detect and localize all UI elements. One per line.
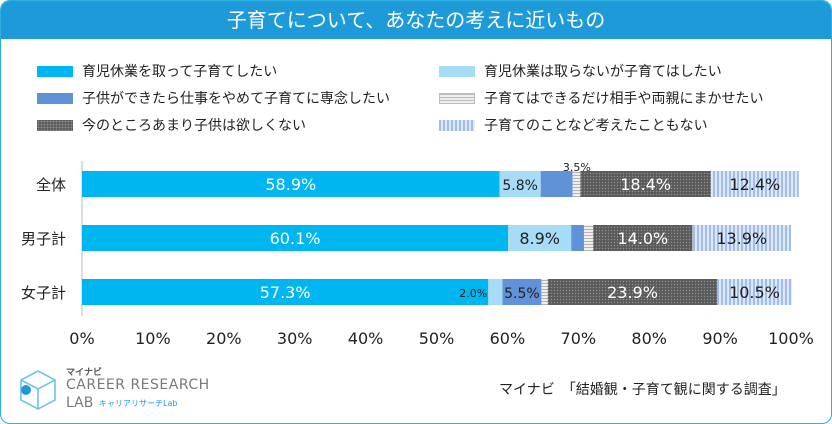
bar-segment bbox=[82, 225, 509, 251]
data-label: 60.1% bbox=[270, 229, 321, 248]
x-tick-label: 50% bbox=[419, 329, 455, 348]
legend-item-no-children: 今のところあまり子供は欲しくない bbox=[37, 115, 306, 135]
cube-logo-icon bbox=[20, 370, 56, 410]
legend-item-childcare-leave: 育児休業を取って子育てしたい bbox=[37, 61, 277, 81]
data-label: 18.4% bbox=[620, 175, 671, 194]
data-label: 8.9% bbox=[519, 229, 560, 248]
x-tick-label: 70% bbox=[561, 329, 597, 348]
brand-line2: LAB bbox=[66, 395, 94, 411]
legend-item-no-leave: 育児休業は取らないが子育てはしたい bbox=[439, 61, 722, 81]
bar-segment bbox=[571, 225, 584, 251]
bar-segment bbox=[717, 279, 792, 305]
data-label: 5.8% bbox=[502, 178, 538, 194]
bar-segment bbox=[499, 171, 541, 197]
bar-segment bbox=[572, 171, 581, 197]
legend-swatch bbox=[37, 92, 73, 104]
bar-segment bbox=[593, 225, 693, 251]
bar-segment bbox=[540, 171, 573, 197]
legend-swatch bbox=[37, 65, 73, 77]
legend-item-never-thought: 子育てのことなど考えたこともない bbox=[439, 115, 708, 135]
legend-swatch bbox=[37, 119, 73, 131]
x-tick-label: 90% bbox=[702, 329, 738, 348]
legend-item-quit-job: 子供ができたら仕事をやめて子育てに専念したい bbox=[37, 88, 390, 108]
bar-segment bbox=[502, 279, 542, 305]
x-tick-label: 30% bbox=[277, 329, 313, 348]
data-label: 3.5% bbox=[563, 161, 591, 174]
x-tick-label: 60% bbox=[490, 329, 526, 348]
data-label: 13.9% bbox=[716, 229, 767, 248]
legend-item-leave-to-others: 子育てはできるだけ相手や両親にまかせたい bbox=[439, 88, 763, 108]
x-tick-label: 40% bbox=[348, 329, 384, 348]
legend-label: 子育てのことなど考えたこともない bbox=[484, 118, 708, 134]
data-label: 2.0% bbox=[459, 287, 487, 300]
bar-segment bbox=[692, 225, 791, 251]
category-label: 男子計 bbox=[21, 230, 66, 248]
legend-swatch bbox=[439, 92, 475, 104]
data-label: 23.9% bbox=[607, 283, 658, 302]
brand-sub: キャリアリサーチLab bbox=[99, 399, 178, 408]
data-label: 58.9% bbox=[265, 175, 316, 194]
category-label: 女子計 bbox=[21, 284, 66, 302]
data-label: 5.5% bbox=[504, 286, 540, 302]
data-label: 57.3% bbox=[260, 283, 311, 302]
brand-logo: マイナビ CAREER RESEARCH LAB キャリアリサーチLab bbox=[15, 365, 215, 415]
legend-label: 育児休業は取らないが子育てはしたい bbox=[484, 64, 722, 80]
bar-segment bbox=[82, 171, 500, 197]
x-tick-label: 80% bbox=[631, 329, 667, 348]
x-tick-label: 100% bbox=[768, 329, 814, 348]
legend-label: 子育てはできるだけ相手や両親にまかせたい bbox=[484, 91, 764, 107]
bar-segment bbox=[82, 279, 489, 305]
category-label: 全体 bbox=[36, 176, 66, 194]
legend-swatch bbox=[439, 119, 475, 131]
bar-segment bbox=[488, 279, 503, 305]
bar-segment bbox=[580, 171, 711, 197]
bar-segment bbox=[710, 171, 799, 197]
x-tick-label: 0% bbox=[69, 329, 94, 348]
bar-segment bbox=[583, 225, 594, 251]
bar-segment bbox=[547, 279, 718, 305]
data-label: 14.0% bbox=[617, 229, 668, 248]
brand-top: マイナビ bbox=[66, 368, 102, 378]
x-tick-label: 20% bbox=[206, 329, 242, 348]
brand-line1: CAREER RESEARCH bbox=[66, 377, 210, 393]
bar-segment bbox=[541, 279, 548, 305]
bar-segment bbox=[508, 225, 572, 251]
legend-label: 子供ができたら仕事をやめて子育てに専念したい bbox=[82, 91, 390, 107]
data-label: 12.4% bbox=[729, 175, 780, 194]
source-note: マイナビ 「結婚観・子育て観に関する調査」 bbox=[499, 382, 786, 398]
chart-title: 子育てについて、あなたの考えに近いもの bbox=[1, 1, 831, 39]
data-label: 10.5% bbox=[729, 283, 780, 302]
legend-label: 育児休業を取って子育てしたい bbox=[82, 64, 278, 80]
x-tick-label: 10% bbox=[135, 329, 171, 348]
legend-swatch bbox=[439, 65, 475, 77]
legend-label: 今のところあまり子供は欲しくない bbox=[82, 118, 306, 134]
